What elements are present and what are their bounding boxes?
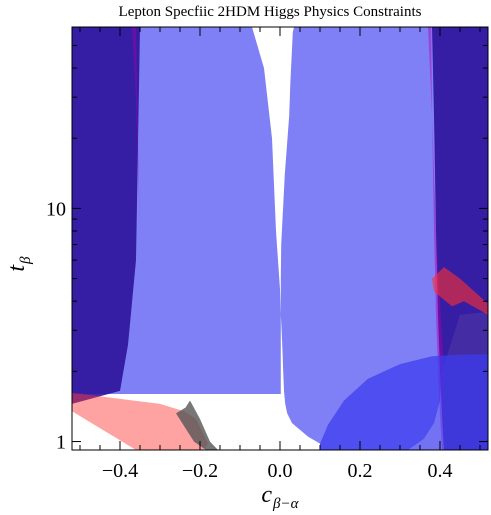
x-tick-label: 0.2 [348, 460, 373, 482]
constraint-region-7 [72, 392, 208, 450]
svg-text:β: β [18, 256, 34, 265]
constraint-regions [72, 27, 488, 450]
constraint-region-6 [320, 354, 488, 450]
y-tick-label: 10 [46, 198, 66, 220]
y-tick-label: 1 [56, 432, 66, 454]
constraint-region-8 [176, 400, 218, 450]
x-axis-label-main: c [261, 482, 272, 508]
x-tick-label: 0.0 [268, 460, 293, 482]
constraint-region-3 [432, 27, 488, 450]
x-tick-label: −0.4 [102, 460, 138, 482]
constraint-region-2 [72, 27, 140, 404]
constraint-region-4 [428, 27, 444, 450]
svg-text:c: c [261, 482, 272, 508]
axis-ticks: −0.4 −0.2 0.0 0.2 0.4 1 10 [46, 27, 488, 482]
svg-text:t: t [4, 264, 30, 272]
constraint-region-5 [132, 27, 140, 231]
x-tick-label: −0.2 [182, 460, 218, 482]
y-axis-label: t β [4, 256, 34, 272]
x-tick-label: 0.4 [428, 460, 453, 482]
constraint-region-9 [432, 267, 488, 315]
x-axis-label: c β−α [261, 482, 299, 512]
chart-title: Lepton Specfiic 2HDM Higgs Physics Const… [119, 4, 422, 20]
constraint-region-1 [72, 27, 488, 450]
y-axis-label-main: t [4, 264, 30, 272]
svg-text:β−α: β−α [272, 496, 300, 512]
y-axis-label-subscript: β [18, 256, 34, 265]
x-axis-label-subscript: β−α [272, 496, 300, 512]
